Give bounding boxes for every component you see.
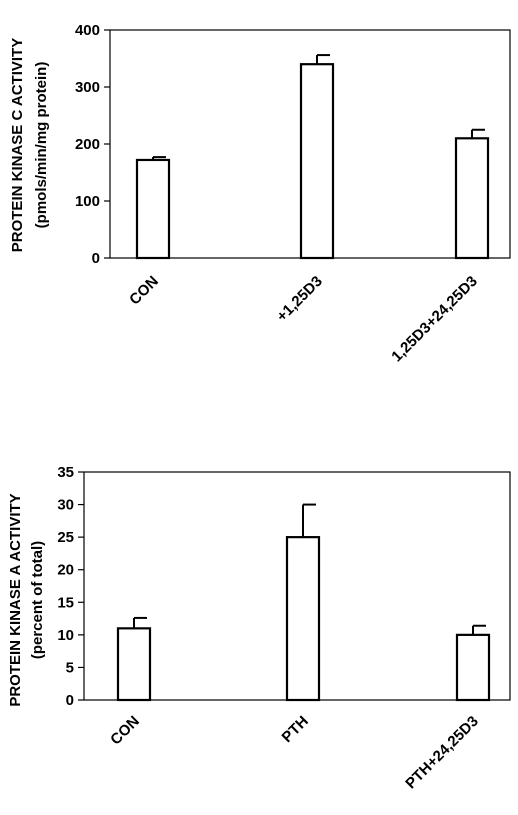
y-tick-label: 15 [57,594,74,611]
chart-pka: PROTEIN KINASE A ACTIVITY (percent of to… [7,464,511,793]
x-category-label: CON [126,273,162,309]
ylabel-units-pka: (percent of total) [29,541,46,659]
x-category-label: 1,25D3+24,25D3 [388,273,481,366]
y-tick-label: 30 [57,497,74,514]
y-tick-label: 300 [75,79,100,96]
x-categories-pkc: CON +1,25D3 1,25D3+24,25D3 [126,273,481,366]
bar [285,536,321,702]
y-tick-label: 400 [75,22,100,39]
y-tick-label: 5 [66,659,74,676]
y-tick-label: 10 [57,627,74,644]
y-ticks-pka: 0 5 10 15 20 25 30 35 [57,464,84,709]
x-category-label: +1,25D3 [273,273,325,325]
y-tick-label: 0 [92,250,100,267]
x-category-label: CON [107,713,143,749]
bar [454,137,490,260]
bars-pka [116,503,491,702]
bar [455,633,491,702]
chart-pkc: PROTEIN KINASE C ACTIVITY (pmols/min/mg … [9,22,511,366]
y-tick-label: 100 [75,193,100,210]
ylabel-units-pkc: (pmols/min/mg protein) [33,62,50,229]
ylabel-pkc: PROTEIN KINASE C ACTIVITY [9,38,26,252]
bars-pkc [135,54,490,260]
y-tick-label: 0 [66,692,74,709]
x-categories-pka: CON PTH PTH+24,25D3 [107,713,482,793]
y-tick-label: 25 [57,529,74,546]
y-ticks-pkc: 0 100 200 300 400 [75,22,110,267]
y-tick-label: 200 [75,136,100,153]
bar [116,627,152,702]
y-tick-label: 20 [57,562,74,579]
x-category-label: PTH+24,25D3 [402,713,482,793]
x-category-label: PTH [279,713,312,746]
ylabel-pka: PROTEIN KINASE A ACTIVITY [7,493,24,706]
y-tick-label: 35 [57,464,74,481]
bar [135,158,171,260]
bar [299,63,335,260]
